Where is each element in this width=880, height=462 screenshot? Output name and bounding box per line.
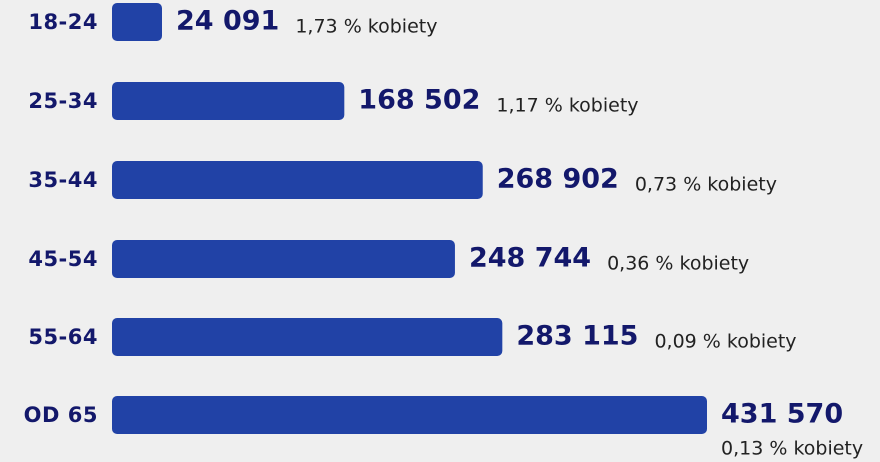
value-label: 283 115 bbox=[516, 321, 638, 352]
annotation: 0,73 % kobiety bbox=[635, 174, 777, 196]
annotation: 1,17 % kobiety bbox=[496, 95, 638, 117]
bar bbox=[112, 240, 455, 278]
bar bbox=[112, 396, 707, 434]
bar bbox=[112, 3, 162, 41]
bar bbox=[112, 318, 503, 356]
category-label: 45-54 bbox=[28, 247, 98, 271]
category-label: 18-24 bbox=[28, 10, 98, 34]
bar bbox=[112, 82, 345, 120]
category-label: 35-44 bbox=[28, 168, 98, 192]
category-label: 25-34 bbox=[28, 89, 98, 113]
value-label: 168 502 bbox=[358, 85, 480, 116]
annotation: 0,13 % kobiety bbox=[721, 438, 863, 460]
annotation: 1,73 % kobiety bbox=[295, 16, 437, 38]
annotation: 0,09 % kobiety bbox=[654, 331, 796, 353]
value-label: 24 091 bbox=[176, 6, 279, 37]
annotation: 0,36 % kobiety bbox=[607, 253, 749, 275]
value-label: 248 744 bbox=[469, 243, 591, 274]
bar bbox=[112, 161, 483, 199]
value-label: 431 570 bbox=[721, 399, 843, 430]
category-label: 55-64 bbox=[28, 325, 98, 349]
category-label: OD 65 bbox=[24, 403, 98, 427]
value-label: 268 902 bbox=[497, 164, 619, 195]
